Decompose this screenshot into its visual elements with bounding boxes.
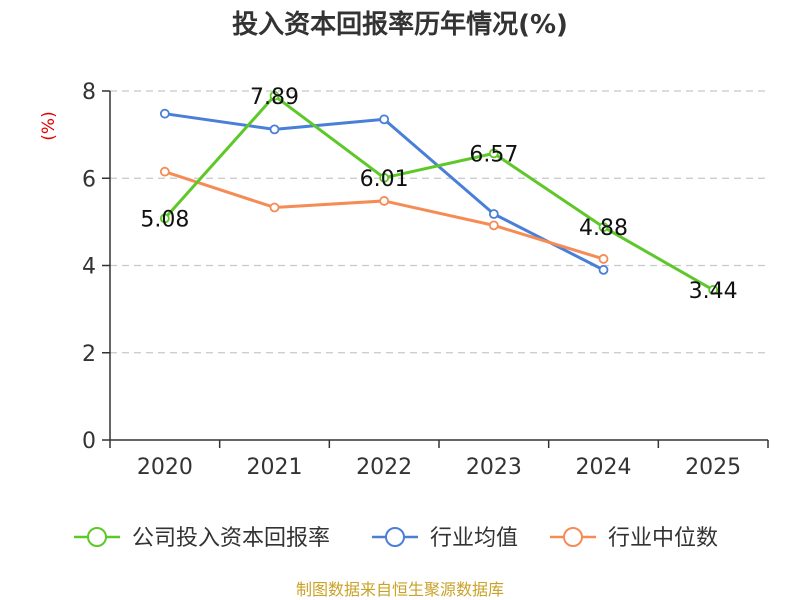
data-label-2021: 7.89 (250, 85, 299, 110)
chart-title: 投入资本回报率历年情况(%) (232, 9, 568, 40)
legend-marker-2 (563, 527, 583, 547)
y-tick-label-8: 8 (82, 80, 96, 105)
y-axis-unit: (%) (39, 111, 59, 140)
point-s0-2024 (598, 222, 609, 233)
legend[interactable]: 公司投入资本回报率 行业均值 行业中位数 (74, 526, 718, 551)
x-tick-label-2023: 2023 (466, 455, 522, 480)
data-label-2020: 5.08 (140, 207, 189, 232)
legend-item-0[interactable]: 公司投入资本回报率 (74, 526, 330, 551)
point-s1-2021 (269, 124, 280, 135)
legend-item-2[interactable]: 行业中位数 (550, 526, 718, 551)
data-label-2022: 6.01 (360, 167, 409, 192)
y-tick-label-2: 2 (82, 342, 96, 367)
x-tick-label-2024: 2024 (576, 455, 632, 480)
point-s0-2022 (379, 172, 390, 183)
point-s0-2023 (488, 148, 499, 159)
gridlines (110, 90, 768, 354)
point-s1-2023 (488, 209, 499, 219)
point-s1-2022 (379, 114, 390, 125)
series-group (159, 90, 719, 295)
point-s2-2021 (269, 202, 280, 213)
data-label-2025: 3.44 (689, 279, 738, 304)
axes: 0 2 4 6 8 2020 2021 2022 2023 2024 2025 (82, 80, 769, 480)
y-tick-label-0: 0 (82, 429, 96, 454)
point-s2-2020 (159, 166, 170, 177)
point-s2-2023 (488, 220, 499, 231)
legend-label-0: 公司投入资本回报率 (132, 526, 330, 551)
x-tick-label-2021: 2021 (247, 455, 303, 480)
point-s1-2020 (159, 108, 170, 119)
data-label-2023: 6.57 (469, 142, 518, 167)
legend-marker-1 (385, 527, 405, 547)
source-note: 制图数据来自恒生聚源数据库 (296, 580, 504, 599)
y-tick-label-4: 4 (82, 255, 96, 280)
series-line-0 (163, 94, 714, 292)
point-s2-2024 (598, 254, 609, 264)
point-s2-2022 (379, 196, 390, 206)
point-s0-2021 (269, 90, 280, 101)
x-tick-label-2020: 2020 (137, 455, 193, 480)
legend-item-1[interactable]: 行业均值 (372, 526, 518, 551)
y-tick-label-6: 6 (82, 167, 96, 192)
point-s1-2024 (598, 264, 609, 275)
point-s0-2020 (159, 213, 170, 224)
data-labels: 5.08 7.89 6.01 6.57 4.88 3.44 (140, 85, 737, 304)
legend-label-2: 行业中位数 (608, 526, 718, 551)
legend-label-1: 行业均值 (430, 526, 518, 551)
x-tick-label-2022: 2022 (356, 455, 412, 480)
data-label-2024: 4.88 (579, 216, 628, 241)
x-tick-label-2025: 2025 (685, 455, 741, 480)
legend-marker-0 (87, 527, 107, 547)
point-s0-2025 (708, 285, 719, 295)
